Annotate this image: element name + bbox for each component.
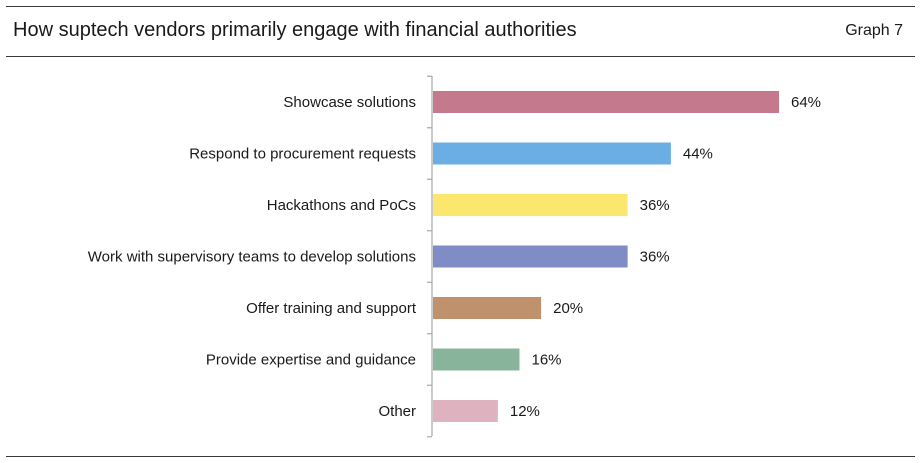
- category-label: Hackathons and PoCs: [267, 197, 416, 214]
- category-label: Work with supervisory teams to develop s…: [88, 249, 416, 266]
- category-label: Showcase solutions: [283, 94, 416, 111]
- bar: [433, 297, 542, 319]
- bar: [433, 245, 628, 268]
- data-label: 20%: [553, 300, 583, 317]
- bar: [433, 400, 498, 422]
- data-label: 64%: [791, 94, 821, 111]
- data-label: 12%: [510, 403, 540, 420]
- top-rule: [6, 6, 915, 7]
- bar: [433, 91, 779, 113]
- bottom-rule: [6, 456, 915, 457]
- data-label: 16%: [532, 352, 562, 369]
- category-label: Provide expertise and guidance: [206, 352, 416, 369]
- category-label: Other: [378, 403, 416, 420]
- data-label: 44%: [683, 146, 713, 163]
- bar: [433, 142, 671, 165]
- category-label: Respond to procurement requests: [189, 146, 416, 163]
- category-label: Offer training and support: [246, 300, 417, 317]
- bar: [433, 348, 520, 371]
- title-rule: [6, 56, 915, 57]
- graph-number-label: Graph 7: [845, 22, 903, 39]
- bar: [433, 194, 628, 216]
- chart-title: How suptech vendors primarily engage wit…: [13, 19, 577, 41]
- data-label: 36%: [640, 197, 670, 214]
- data-label: 36%: [640, 249, 670, 266]
